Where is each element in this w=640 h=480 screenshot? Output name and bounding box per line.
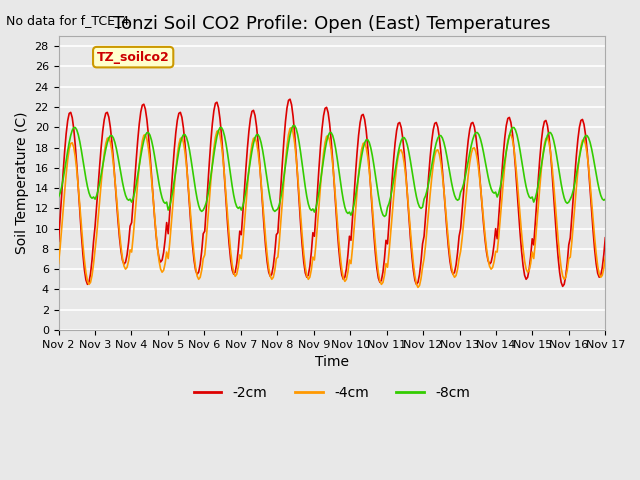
Y-axis label: Soil Temperature (C): Soil Temperature (C) [15, 112, 29, 254]
X-axis label: Time: Time [315, 355, 349, 369]
Text: TZ_soilco2: TZ_soilco2 [97, 51, 170, 64]
Legend: -2cm, -4cm, -8cm: -2cm, -4cm, -8cm [188, 380, 476, 406]
Text: No data for f_TCE_4: No data for f_TCE_4 [6, 14, 129, 27]
Title: Tonzi Soil CO2 Profile: Open (East) Temperatures: Tonzi Soil CO2 Profile: Open (East) Temp… [113, 15, 550, 33]
